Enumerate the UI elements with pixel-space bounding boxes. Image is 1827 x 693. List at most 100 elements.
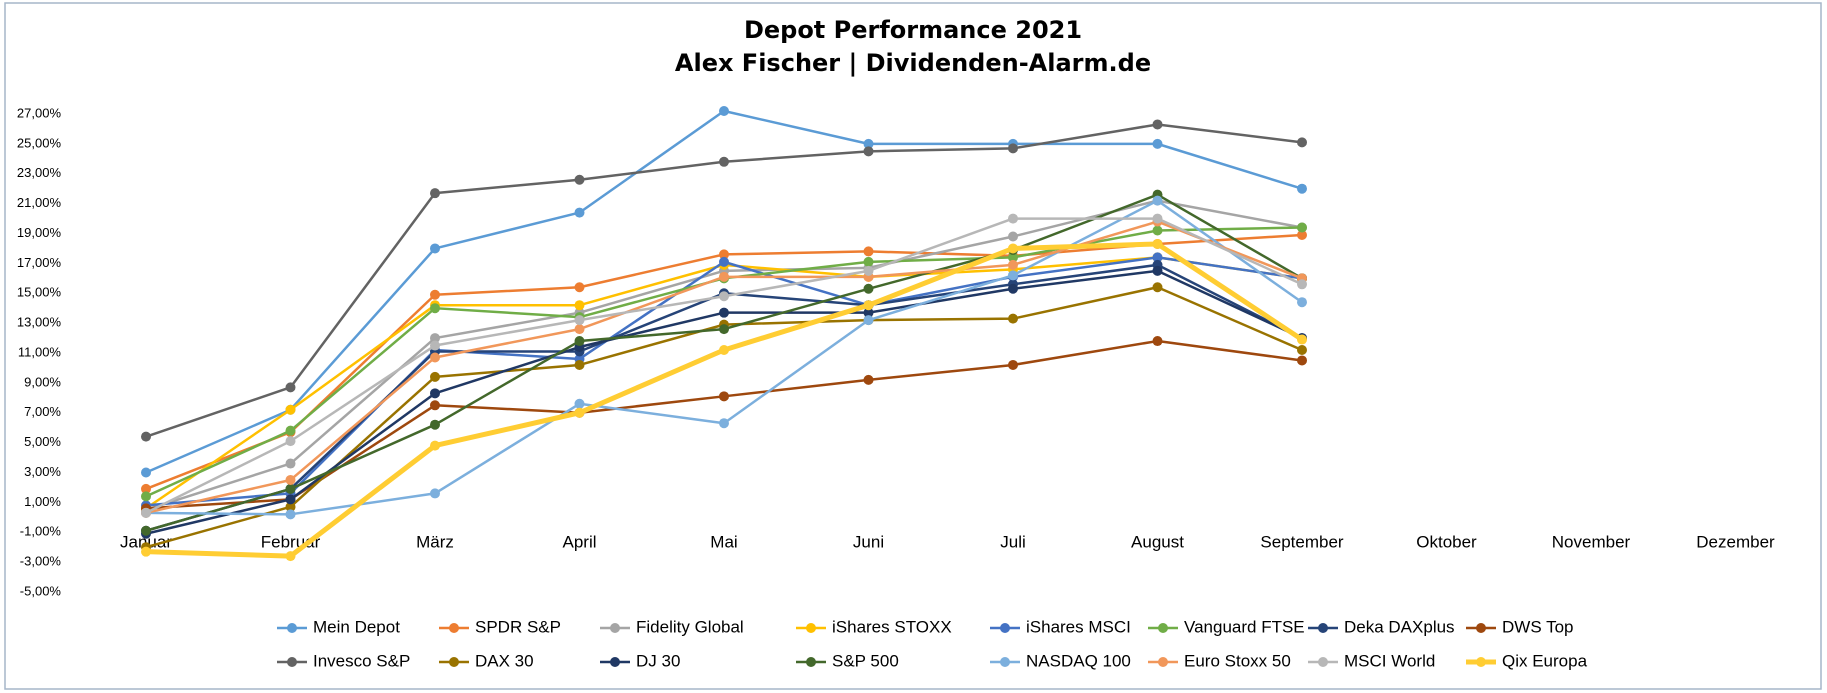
legend-marker: [806, 623, 816, 633]
series-marker: [141, 525, 151, 536]
series-marker: [141, 507, 151, 518]
series-marker: [141, 467, 151, 478]
series-marker: [1152, 336, 1163, 347]
series-marker: [574, 300, 585, 311]
legend-label: NASDAQ 100: [1026, 651, 1131, 670]
series-marker: [719, 271, 729, 282]
series-marker: [1297, 297, 1307, 308]
series-marker: [719, 345, 729, 356]
y-tick-label: -5,00%: [20, 583, 62, 598]
x-tick-label: Januar: [120, 532, 172, 551]
series-marker: [1008, 283, 1018, 294]
series-marker: [141, 483, 151, 494]
series-marker: [141, 431, 151, 442]
series-marker: [430, 419, 440, 430]
series-marker: [1152, 282, 1163, 293]
series-marker: [574, 324, 585, 335]
series-marker: [1152, 265, 1163, 276]
legend-marker: [1158, 657, 1168, 667]
series-marker: [285, 425, 296, 436]
series-marker: [1297, 334, 1307, 345]
series-marker: [863, 300, 874, 311]
series-marker: [285, 436, 296, 447]
legend-label: Fidelity Global: [636, 617, 744, 636]
series-marker: [863, 256, 874, 267]
series-marker: [430, 243, 440, 254]
series-marker: [719, 249, 729, 260]
series-marker: [719, 324, 729, 335]
series-marker: [863, 315, 874, 326]
y-tick-label: 9,00%: [24, 374, 61, 389]
legend-marker: [1158, 623, 1168, 633]
y-tick-label: 19,00%: [17, 225, 62, 240]
series-marker: [574, 207, 585, 218]
series-marker: [430, 488, 440, 499]
series-marker: [1008, 270, 1018, 281]
series-marker: [1008, 243, 1018, 254]
series-marker: [1152, 195, 1163, 206]
series-marker: [574, 407, 585, 418]
series-marker: [719, 391, 729, 402]
legend-marker: [1000, 623, 1010, 633]
legend-label: Vanguard FTSE: [1184, 617, 1305, 636]
series-marker: [1152, 138, 1163, 149]
x-tick-label: Juli: [1000, 532, 1026, 551]
series-marker: [863, 307, 874, 318]
series-marker: [285, 494, 296, 505]
y-tick-label: 23,00%: [17, 165, 62, 180]
series-marker: [574, 174, 585, 185]
series-marker: [574, 336, 585, 347]
legend-marker: [1000, 657, 1010, 667]
y-tick-label: 17,00%: [17, 255, 62, 270]
series-marker: [719, 418, 729, 429]
legend-label: Mein Depot: [313, 617, 400, 636]
legend-marker: [610, 657, 620, 667]
legend-marker: [1318, 623, 1328, 633]
legend-label: DWS Top: [1502, 617, 1574, 636]
series-marker: [1152, 225, 1163, 236]
series-marker: [1008, 313, 1018, 324]
legend-marker: [1318, 657, 1328, 667]
series-marker: [430, 289, 440, 300]
series-marker: [1297, 355, 1307, 366]
legend-label: iShares STOXX: [832, 617, 952, 636]
series-marker: [1008, 213, 1018, 224]
series-marker: [1152, 119, 1163, 130]
y-tick-label: 7,00%: [24, 404, 61, 419]
y-tick-label: 11,00%: [18, 344, 62, 359]
series-marker: [1152, 252, 1163, 263]
series-marker: [863, 374, 874, 385]
y-tick-label: 21,00%: [17, 195, 62, 210]
chart-border: [4, 2, 1822, 690]
chart-subtitle: Alex Fischer | Dividenden-Alarm.de: [675, 49, 1151, 77]
legend-marker: [449, 657, 459, 667]
series-marker: [1297, 222, 1307, 233]
series-marker: [574, 282, 585, 293]
x-tick-label: April: [562, 532, 596, 551]
series-marker: [863, 138, 874, 149]
series-marker: [430, 333, 440, 344]
legend-marker: [610, 623, 620, 633]
series-marker: [285, 404, 296, 415]
x-tick-label: Dezember: [1696, 532, 1775, 551]
x-tick-label: März: [416, 532, 454, 551]
series-marker: [1297, 183, 1307, 194]
legend-label: Euro Stoxx 50: [1184, 651, 1291, 670]
legend-label: Deka DAXplus: [1344, 617, 1455, 636]
series-marker: [719, 307, 729, 318]
series-marker: [1008, 231, 1018, 242]
series-marker: [1297, 345, 1307, 356]
series-marker: [863, 283, 874, 294]
y-tick-label: 5,00%: [24, 434, 61, 449]
series-marker: [574, 315, 585, 326]
series-marker: [574, 359, 585, 370]
series-marker: [285, 509, 296, 520]
series-marker: [141, 546, 151, 557]
series-marker: [574, 398, 585, 409]
y-tick-label: -3,00%: [20, 554, 62, 569]
series-marker: [1297, 279, 1307, 290]
series-marker: [1008, 359, 1018, 370]
series-marker: [430, 352, 440, 363]
series-marker: [1152, 213, 1163, 224]
y-tick-label: 15,00%: [17, 285, 62, 300]
